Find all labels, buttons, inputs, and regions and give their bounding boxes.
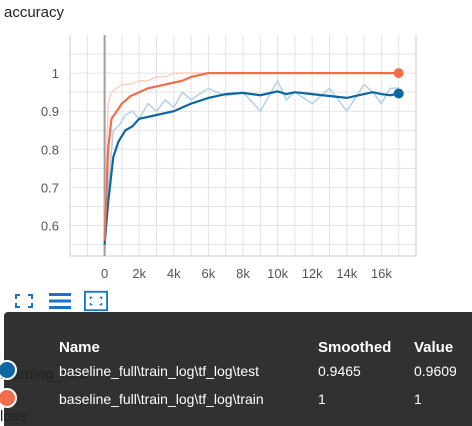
test-raw-line: [103, 79, 399, 241]
tooltip-test-value: 0.9609: [414, 363, 457, 379]
x-tick-label: 8k: [236, 266, 250, 281]
tooltip-header-smoothed: Smoothed: [318, 339, 392, 356]
tooltip-train-smoothed: 1: [318, 391, 326, 407]
x-tick-label: 6k: [202, 266, 216, 281]
tooltip-train-value: 1: [414, 391, 422, 407]
tooltip-header-value: Value: [414, 339, 454, 356]
y-tick-label: 0.9: [41, 104, 59, 119]
x-tick-label: 0: [101, 266, 108, 281]
test-series-swatch: [0, 360, 17, 380]
test-smoothed-line: [103, 90, 399, 245]
series-tooltip: Name Smoothed Value baseline_full\train_…: [0, 312, 472, 426]
fit-domain-icon[interactable]: [84, 290, 108, 312]
chart-toolbar: [12, 290, 108, 312]
test-end-marker: [393, 88, 404, 99]
tick-labels: 0 2k 4k 6k 8k 10k 12k 14k 16k 0.6 0.7 0.8 0.9 1: [41, 66, 392, 281]
y-tick-label: 0.8: [41, 142, 59, 157]
train-smoothed-line: [103, 72, 399, 241]
x-tick-label: 14k: [336, 266, 357, 281]
series-layer: [103, 68, 404, 245]
tooltip-test-smoothed: 0.9465: [318, 363, 361, 379]
chart-title: accuracy: [4, 4, 65, 21]
tooltip-header-name: Name: [59, 339, 100, 356]
y-tick-label: 0.7: [41, 180, 59, 195]
grid: [69, 35, 417, 257]
list-icon[interactable]: [48, 290, 72, 312]
x-tick-label: 12k: [302, 266, 323, 281]
train-end-marker: [393, 68, 404, 79]
train-series-swatch: [0, 388, 17, 408]
expand-icon[interactable]: [12, 290, 36, 312]
y-tick-label: 1: [52, 66, 59, 81]
x-tick-label: 16k: [371, 266, 392, 281]
x-tick-label: 10k: [267, 266, 288, 281]
x-tick-label: 2k: [132, 266, 146, 281]
tooltip-train-name: baseline_full\train_log\tf_log\train: [59, 391, 264, 407]
tooltip-test-name: baseline_full\train_log\tf_log\test: [59, 363, 260, 379]
accuracy-chart: 0 2k 4k 6k 8k 10k 12k 14k 16k 0.6 0.7 0.8 0.9 1: [41, 35, 417, 281]
y-tick-label: 0.6: [41, 219, 59, 234]
x-tick-label: 4k: [167, 266, 181, 281]
